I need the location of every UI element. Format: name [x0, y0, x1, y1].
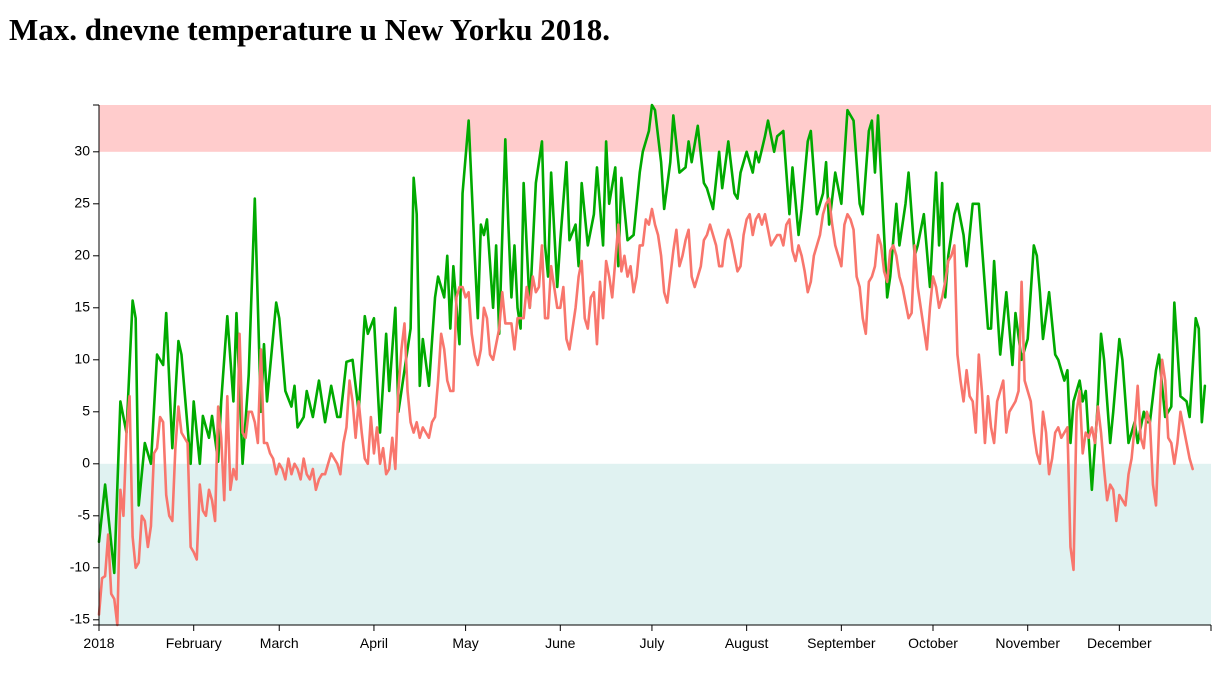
x-axis: 2018 February March April May June July August S… [83, 624, 1212, 651]
y-tick-label: 15 [74, 299, 90, 315]
y-tick-label: -5 [78, 507, 91, 523]
x-tick-label: 2018 [83, 635, 114, 651]
y-tick-label: 20 [74, 247, 90, 263]
chart-title: Max. dnevne temperature u New Yorku 2018… [9, 12, 611, 47]
x-tick-label: April [360, 635, 388, 651]
y-tick-label: 30 [74, 143, 90, 159]
x-tick-label: May [452, 635, 478, 651]
y-tick-label: -10 [70, 559, 90, 575]
x-tick-label: November [995, 635, 1060, 651]
y-tick-label: -15 [70, 611, 90, 627]
series-line-0 [97, 103, 1207, 575]
x-tick-label: September [807, 635, 876, 651]
series-line-1 [97, 197, 1194, 627]
y-tick-label: 25 [74, 195, 90, 211]
temperature-bands [99, 105, 1211, 625]
band-1 [99, 463, 1211, 625]
y-tick-label: 0 [82, 455, 90, 471]
x-tick-label: July [639, 635, 664, 651]
x-tick-label: December [1087, 635, 1152, 651]
x-tick-label: June [545, 635, 576, 651]
y-tick-label: 5 [82, 403, 90, 419]
y-axis: 30 25 20 15 10 5 0 -5 -10 -15 [70, 104, 100, 627]
series-lines [97, 103, 1207, 627]
x-tick-label: August [725, 635, 769, 651]
x-tick-label: February [166, 635, 222, 651]
x-tick-label: March [260, 635, 299, 651]
x-tick-label: October [908, 635, 958, 651]
y-tick-label: 10 [74, 351, 90, 367]
